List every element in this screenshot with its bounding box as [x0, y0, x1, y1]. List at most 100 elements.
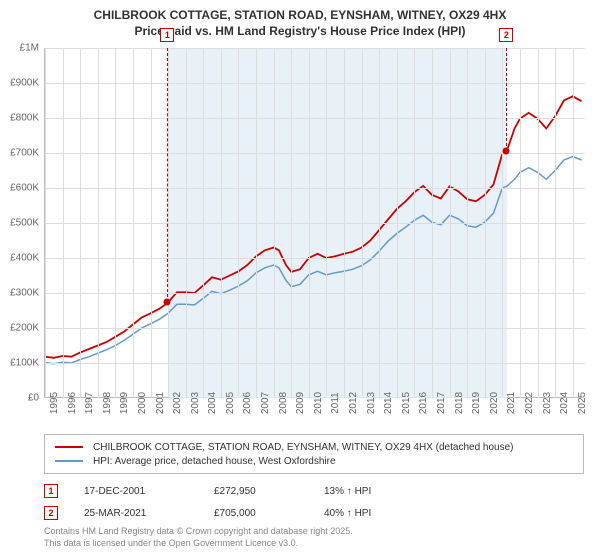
- x-tick-label: 2011: [330, 392, 341, 414]
- chart-container: CHILBROOK COTTAGE, STATION ROAD, EYNSHAM…: [0, 0, 600, 560]
- gridline-v: [379, 48, 380, 398]
- x-tick-label: 2016: [418, 392, 429, 414]
- gridline-h: [45, 363, 585, 364]
- x-tick-label: 2001: [155, 392, 166, 414]
- x-tick-label: 2009: [295, 392, 306, 414]
- footer-line-1: Contains HM Land Registry data © Crown c…: [44, 526, 353, 538]
- chart-title: CHILBROOK COTTAGE, STATION ROAD, EYNSHAM…: [0, 8, 600, 24]
- legend-row: HPI: Average price, detached house, West…: [55, 454, 573, 468]
- marker-line-1: [167, 48, 168, 302]
- x-tick-label: 1999: [119, 392, 130, 414]
- y-tick-label: £0: [0, 393, 39, 404]
- x-tick-label: 2015: [401, 392, 412, 414]
- data-point-row-2: 2 25-MAR-2021£705,00040% ↑ HPI: [44, 502, 584, 524]
- gridline-v: [221, 48, 222, 398]
- gridline-v: [414, 48, 415, 398]
- gridline-v: [186, 48, 187, 398]
- y-tick-label: £800K: [0, 113, 39, 124]
- plot-area: £0£100K£200K£300K£400K£500K£600K£700K£80…: [44, 48, 584, 398]
- gridline-v: [238, 48, 239, 398]
- x-tick-label: 2014: [383, 392, 394, 414]
- x-tick-label: 2025: [577, 392, 588, 414]
- gridline-v: [432, 48, 433, 398]
- gridline-h: [45, 328, 585, 329]
- x-tick-label: 2024: [559, 392, 570, 414]
- gridline-v: [45, 48, 46, 398]
- marker-line-2: [506, 48, 507, 151]
- gridline-v: [133, 48, 134, 398]
- legend-label: CHILBROOK COTTAGE, STATION ROAD, EYNSHAM…: [93, 442, 513, 453]
- gridline-h: [45, 118, 585, 119]
- x-tick-label: 1996: [67, 392, 78, 414]
- x-tick-label: 2020: [489, 392, 500, 414]
- gridline-v: [485, 48, 486, 398]
- y-tick-label: £700K: [0, 148, 39, 159]
- gridline-v: [397, 48, 398, 398]
- x-tick-label: 2010: [313, 392, 324, 414]
- x-tick-label: 2021: [506, 392, 517, 414]
- x-tick-label: 2007: [260, 392, 271, 414]
- gridline-v: [467, 48, 468, 398]
- legend-swatch: [55, 460, 83, 462]
- gridline-v: [450, 48, 451, 398]
- y-tick-label: £100K: [0, 358, 39, 369]
- x-tick-label: 1997: [84, 392, 95, 414]
- footer-line-2: This data is licensed under the Open Gov…: [44, 538, 353, 550]
- gridline-h: [45, 258, 585, 259]
- data-marker-2: 2: [44, 506, 58, 520]
- x-tick-label: 2000: [137, 392, 148, 414]
- x-tick-label: 2008: [278, 392, 289, 414]
- y-tick-label: £1M: [0, 43, 39, 54]
- marker-dot-2: [503, 148, 510, 155]
- x-tick-label: 1995: [49, 392, 60, 414]
- x-tick-label: 2023: [542, 392, 553, 414]
- gridline-v: [362, 48, 363, 398]
- gridline-v: [256, 48, 257, 398]
- legend-row: CHILBROOK COTTAGE, STATION ROAD, EYNSHAM…: [55, 440, 573, 454]
- y-tick-label: £600K: [0, 183, 39, 194]
- marker-box-2: 2: [499, 28, 513, 42]
- x-tick-label: 2019: [471, 392, 482, 414]
- x-tick-label: 1998: [102, 392, 113, 414]
- gridline-v: [151, 48, 152, 398]
- y-tick-label: £300K: [0, 288, 39, 299]
- x-tick-label: 2003: [190, 392, 201, 414]
- gridline-v: [80, 48, 81, 398]
- gridline-v: [63, 48, 64, 398]
- x-tick-label: 2004: [207, 392, 218, 414]
- data-point-row-1: 117-DEC-2001£272,95013% ↑ HPI: [44, 480, 584, 502]
- x-tick-label: 2012: [348, 392, 359, 414]
- data-date: 25-MAR-2021: [84, 508, 214, 519]
- gridline-v: [291, 48, 292, 398]
- y-tick-label: £500K: [0, 218, 39, 229]
- gridline-v: [538, 48, 539, 398]
- gridline-v: [274, 48, 275, 398]
- marker-dot-1: [164, 299, 171, 306]
- gridline-v: [203, 48, 204, 398]
- x-tick-label: 2002: [172, 392, 183, 414]
- gridline-h: [45, 48, 585, 49]
- y-tick-label: £200K: [0, 323, 39, 334]
- gridline-h: [45, 223, 585, 224]
- gridline-h: [45, 83, 585, 84]
- x-tick-label: 2017: [436, 392, 447, 414]
- x-tick-label: 2005: [225, 392, 236, 414]
- legend-box: CHILBROOK COTTAGE, STATION ROAD, EYNSHAM…: [44, 434, 584, 474]
- gridline-h: [45, 293, 585, 294]
- data-price: £705,000: [214, 508, 324, 519]
- gridline-v: [555, 48, 556, 398]
- data-point-rows: 117-DEC-2001£272,95013% ↑ HPI 2 25-MAR-202…: [44, 480, 584, 524]
- gridline-v: [573, 48, 574, 398]
- gridline-v: [520, 48, 521, 398]
- gridline-v: [98, 48, 99, 398]
- footer-attribution: Contains HM Land Registry data © Crown c…: [44, 526, 353, 549]
- data-pct: 13% ↑ HPI: [324, 486, 424, 497]
- data-pct: 40% ↑ HPI: [324, 508, 424, 519]
- gridline-v: [502, 48, 503, 398]
- x-tick-label: 2013: [366, 392, 377, 414]
- x-tick-label: 2018: [454, 392, 465, 414]
- series-line-red: [45, 96, 582, 358]
- gridline-v: [326, 48, 327, 398]
- y-tick-label: £400K: [0, 253, 39, 264]
- gridline-v: [344, 48, 345, 398]
